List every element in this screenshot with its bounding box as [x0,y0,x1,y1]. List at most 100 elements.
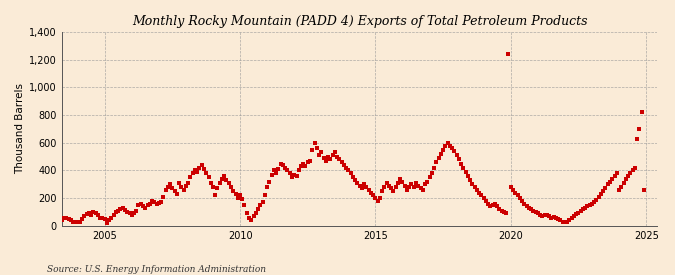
Point [397,179,408,184]
Point [282,168,293,173]
Point [444,143,455,148]
Point [618,181,629,185]
Point [417,188,428,192]
Point [183,181,194,185]
Point [289,172,300,177]
Point [122,210,133,214]
Point [454,157,464,162]
Point [467,182,478,186]
Point [492,204,503,209]
Point [323,155,333,159]
Point [117,206,128,210]
Point [131,208,142,213]
Point [269,168,279,173]
Point [560,220,570,225]
Point [192,170,202,174]
Point [210,193,221,198]
Point [90,211,101,216]
Point [142,203,153,207]
Point [248,214,259,218]
Point [246,218,256,222]
Point [580,206,591,210]
Point [314,153,325,158]
Point [284,171,295,175]
Point [600,186,611,191]
Point [196,163,207,167]
Point [354,183,365,188]
Point [381,181,392,185]
Point [205,181,216,185]
Point [361,185,372,189]
Point [57,218,68,222]
Title: Monthly Rocky Mountain (PADD 4) Exports of Total Petroleum Products: Monthly Rocky Mountain (PADD 4) Exports … [132,15,587,28]
Point [630,166,641,170]
Point [442,141,453,145]
Point [400,183,410,188]
Point [460,170,471,174]
Point [476,193,487,198]
Point [406,182,417,186]
Point [237,197,248,201]
Point [187,171,198,175]
Point [494,207,505,211]
Point [566,216,577,221]
Point [564,218,574,222]
Point [273,167,284,171]
Point [352,181,362,185]
Point [472,188,483,192]
Point [259,193,270,198]
Point [239,203,250,207]
Point [171,192,182,196]
Point [250,211,261,215]
Point [63,217,74,221]
Point [194,166,205,170]
Point [383,183,394,188]
Point [52,219,63,224]
Point [531,210,541,214]
Point [474,191,485,195]
Point [437,147,448,152]
Point [102,221,113,225]
Point [275,161,286,166]
Point [622,174,633,178]
Point [537,214,547,218]
Point [198,167,209,171]
Point [70,220,81,225]
Point [232,196,243,200]
Point [68,219,78,224]
Point [129,211,140,215]
Point [217,177,227,181]
Point [279,166,290,170]
Point [54,219,65,223]
Point [627,168,638,173]
Point [264,179,275,184]
Point [402,188,412,192]
Point [632,136,643,141]
Point [358,182,369,186]
Point [404,185,414,189]
Point [133,203,144,207]
Point [208,185,219,189]
Point [607,177,618,181]
Point [514,196,525,200]
Point [639,188,649,192]
Point [266,172,277,177]
Point [225,185,236,189]
Point [587,202,597,206]
Point [257,200,268,205]
Point [215,181,225,185]
Point [201,171,212,175]
Point [593,195,604,199]
Point [385,186,396,191]
Point [370,196,381,200]
Point [331,155,342,159]
Point [160,188,171,192]
Point [447,146,458,150]
Point [255,203,266,207]
Point [582,204,593,209]
Point [228,189,239,193]
Point [277,163,288,167]
Point [126,213,137,217]
Point [338,163,349,167]
Point [435,152,446,156]
